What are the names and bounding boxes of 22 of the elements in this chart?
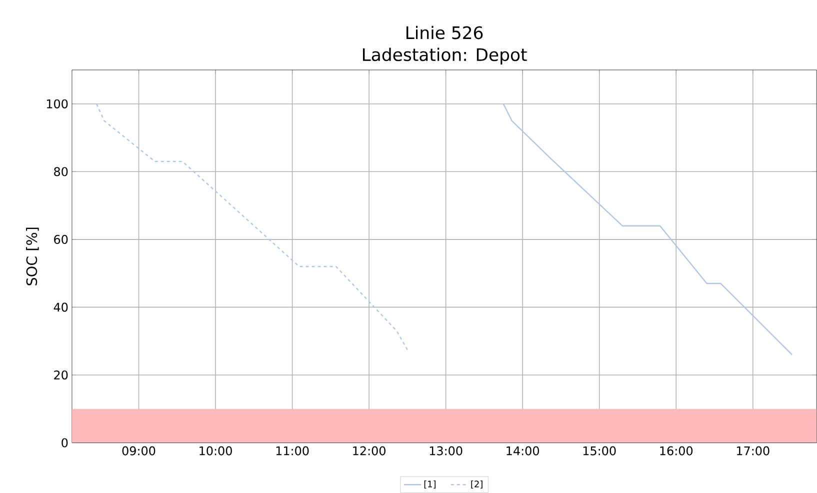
line-series	[502, 103, 793, 356]
y-tick-label: 80	[54, 167, 68, 176]
y-axis-title: SOC [%]	[26, 228, 39, 286]
y-tick-label: 40	[54, 302, 68, 312]
x-tick-label: 15:00	[583, 446, 616, 456]
x-tick-label: 16:00	[660, 446, 693, 456]
chart-subtitle: Ladestation: Depot	[362, 48, 527, 64]
y-tick-label: 60	[54, 234, 68, 244]
x-tick-label: 13:00	[430, 446, 462, 456]
x-tick-label: 11:00	[276, 446, 309, 456]
y-tick-label: 20	[54, 370, 68, 380]
legend-label: [1]	[424, 480, 436, 488]
chart-title: Linie 526	[406, 26, 483, 40]
y-tick-label: 100	[46, 99, 68, 108]
x-tick-label: 14:00	[506, 446, 539, 456]
y-tick-label: 0	[62, 438, 68, 448]
line-series	[96, 103, 409, 352]
x-tick-label: 12:00	[353, 446, 386, 456]
x-tick-label: 10:00	[200, 446, 232, 456]
x-tick-label: 17:00	[736, 446, 770, 456]
legend-label: [2]	[471, 480, 482, 488]
x-tick-label: 09:00	[122, 446, 156, 456]
